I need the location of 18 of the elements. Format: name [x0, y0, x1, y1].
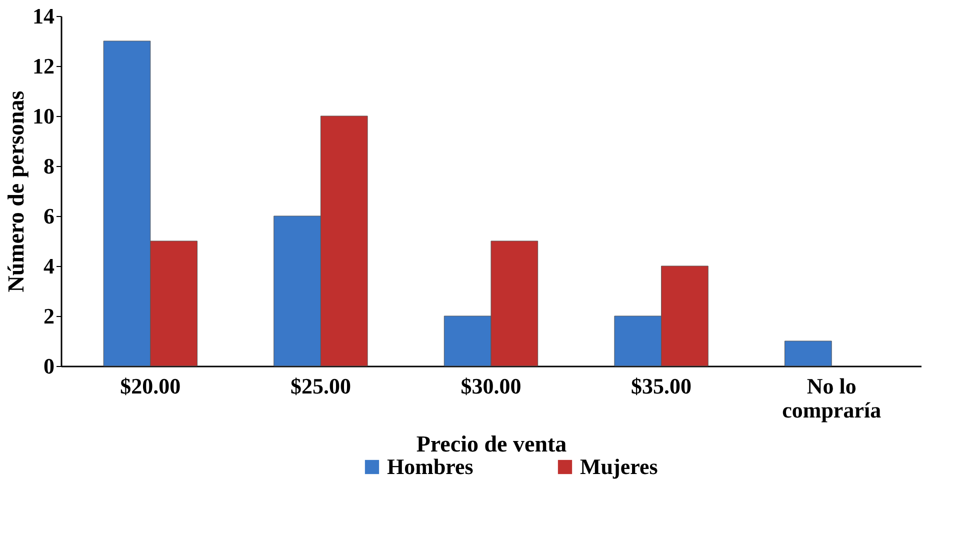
x-tick-label: $35.00: [631, 374, 692, 398]
x-axis-title: Precio de venta: [416, 432, 568, 456]
x-tick-label: $30.00: [460, 374, 522, 398]
legend-label: Hombres: [387, 454, 474, 479]
y-tick-label: 4: [44, 254, 54, 278]
x-tick-label: $20.00: [120, 374, 181, 398]
y-tick-label: 14: [32, 4, 54, 28]
y-tick-label: 6: [44, 204, 54, 228]
x-tick-label: $25.00: [290, 374, 351, 398]
bar: [784, 340, 832, 366]
y-tick-label: 12: [32, 54, 54, 78]
x-tick-label: No lo compraría: [782, 374, 882, 422]
y-axis-title: Número de personas: [4, 90, 28, 292]
y-tick-label: 10: [32, 104, 54, 128]
y-tick-label: 2: [44, 304, 54, 328]
y-tick-label: 0: [44, 354, 54, 378]
legend-label: Mujeres: [580, 454, 658, 479]
y-tick-label: 8: [44, 154, 54, 178]
